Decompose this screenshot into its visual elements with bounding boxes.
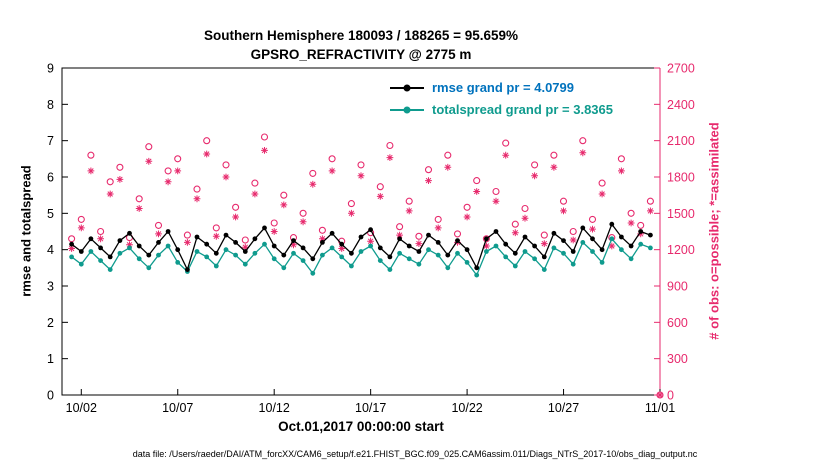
y-tick-label-right: 600 — [667, 316, 688, 330]
x-tick-label: 10/22 — [451, 401, 482, 415]
legend-label-rmse: rmse grand pr = 4.0799 — [432, 80, 574, 95]
axes: 10/02 10/07 10/12 10/17 10/22 10/27 11/0101234… — [47, 62, 695, 416]
y-tick-label-right: 0 — [667, 389, 674, 403]
y-tick-label-right: 1500 — [667, 207, 695, 221]
x-tick-label: 11/01 — [645, 401, 675, 415]
y-tick-label-left: 7 — [47, 134, 54, 148]
legend-line-sample-totalspread — [390, 106, 424, 113]
x-tick-label: 10/02 — [66, 401, 97, 415]
y-tick-label-right: 2400 — [667, 98, 695, 112]
y-axis-label-left: rmse and totalspread — [18, 165, 34, 297]
y-tick-label-right: 900 — [667, 280, 688, 294]
y-tick-label-left: 6 — [47, 171, 54, 185]
y-tick-label-right: 2100 — [667, 134, 695, 148]
y-axis-label-right: # of obs: o=possible; *=assimilated — [706, 122, 722, 340]
y-tick-label-left: 5 — [47, 207, 54, 221]
x-tick-label: 10/17 — [355, 401, 386, 415]
y-tick-label-left: 2 — [47, 316, 54, 330]
y-tick-label-right: 300 — [667, 352, 688, 366]
chart-title: Southern Hemisphere 180093 / 188265 = 95… — [62, 26, 660, 64]
data-file-path: data file: /Users/raeder/DAI/ATM_forcXX/… — [132, 449, 698, 459]
y-tick-label-right: 2700 — [667, 62, 695, 76]
series-totalspread — [69, 236, 653, 278]
x-tick-label: 10/12 — [259, 401, 290, 415]
y-tick-label-right: 1200 — [667, 243, 695, 257]
x-tick-label: 10/07 — [162, 401, 193, 415]
chart-title-line2: GPSRO_REFRACTIVITY @ 2775 m — [250, 47, 472, 62]
y-tick-label-left: 1 — [47, 352, 54, 366]
chart-title-line1: Southern Hemisphere 180093 / 188265 = 95… — [203, 28, 519, 43]
y-tick-label-right: 1800 — [667, 171, 695, 185]
y-tick-label-left: 8 — [47, 98, 54, 112]
legend-entry-rmse: rmse grand pr = 4.0799 — [390, 78, 613, 97]
legend-line-sample-rmse — [390, 84, 424, 91]
legend-label-totalspread: totalspread grand pr = 3.8365 — [432, 102, 613, 117]
legend-marker-icon — [403, 84, 411, 91]
x-tick-label: 10/27 — [548, 401, 579, 415]
y-tick-label-left: 9 — [47, 62, 54, 76]
x-axis-label: Oct.01,2017 00:00:00 start — [278, 419, 444, 434]
y-tick-label-left: 3 — [47, 280, 54, 294]
legend-marker-icon — [403, 106, 411, 113]
legend-entry-totalspread: totalspread grand pr = 3.8365 — [390, 100, 613, 119]
y-tick-label-left: 0 — [47, 389, 54, 403]
y-tick-label-left: 4 — [47, 243, 54, 257]
legend: rmse grand pr = 4.0799 totalspread grand… — [390, 78, 613, 119]
series-rmse — [69, 221, 653, 272]
series-assimilated — [68, 147, 664, 399]
